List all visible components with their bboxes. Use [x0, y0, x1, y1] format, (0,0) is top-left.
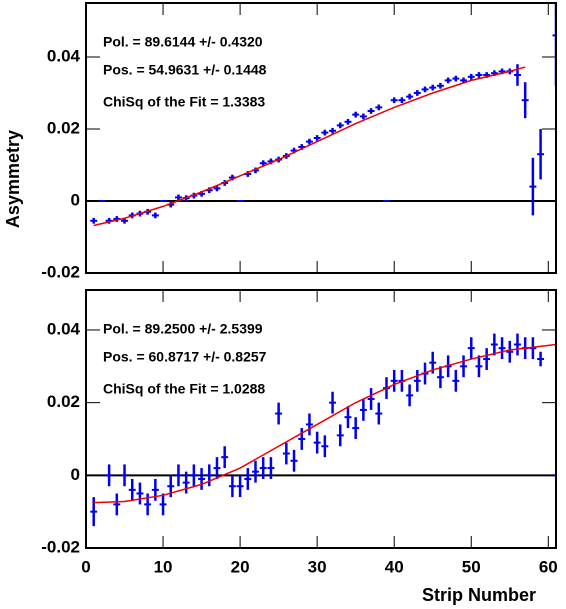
x-tick-label: 10: [154, 557, 173, 576]
y-tick-label: -0.02: [41, 262, 80, 281]
y-tick-label: 0.02: [47, 392, 80, 411]
annotation: ChiSq of the Fit = 1.0288: [103, 381, 265, 397]
annotation: Pos. = 60.8717 +/- 0.8257: [103, 349, 267, 365]
y-tick-label: -0.02: [41, 537, 80, 556]
x-tick-label: 20: [231, 557, 250, 576]
annotation: ChiSq of the Fit = 1.3383: [103, 94, 265, 110]
x-tick-label: 30: [308, 557, 327, 576]
annotation: Pol. = 89.6144 +/- 0.4320: [103, 34, 263, 50]
y-axis-label: Asymmetry: [3, 130, 23, 228]
y-tick-label: 0.02: [47, 118, 80, 137]
x-tick-label: 50: [462, 557, 481, 576]
y-tick-label: 0: [71, 190, 80, 209]
x-tick-label: 0: [81, 557, 90, 576]
plot-area: [86, 333, 556, 527]
plot-area: [86, 3, 556, 227]
plot-frame: [85, 289, 557, 549]
y-tick-label: 0.04: [47, 46, 81, 65]
fit-curve: [93, 343, 556, 504]
plot-frame: [85, 2, 557, 274]
y-tick-label: 0.04: [47, 319, 81, 338]
x-tick-label: 40: [385, 557, 404, 576]
annotation: Pol. = 89.2500 +/- 2.5399: [103, 321, 263, 337]
x-axis-label: Strip Number: [422, 585, 536, 605]
annotation: Pos. = 54.9631 +/- 0.1448: [103, 62, 267, 78]
y-tick-label: 0: [71, 465, 80, 484]
x-tick-label: 60: [539, 557, 558, 576]
fit-curve: [93, 66, 526, 227]
